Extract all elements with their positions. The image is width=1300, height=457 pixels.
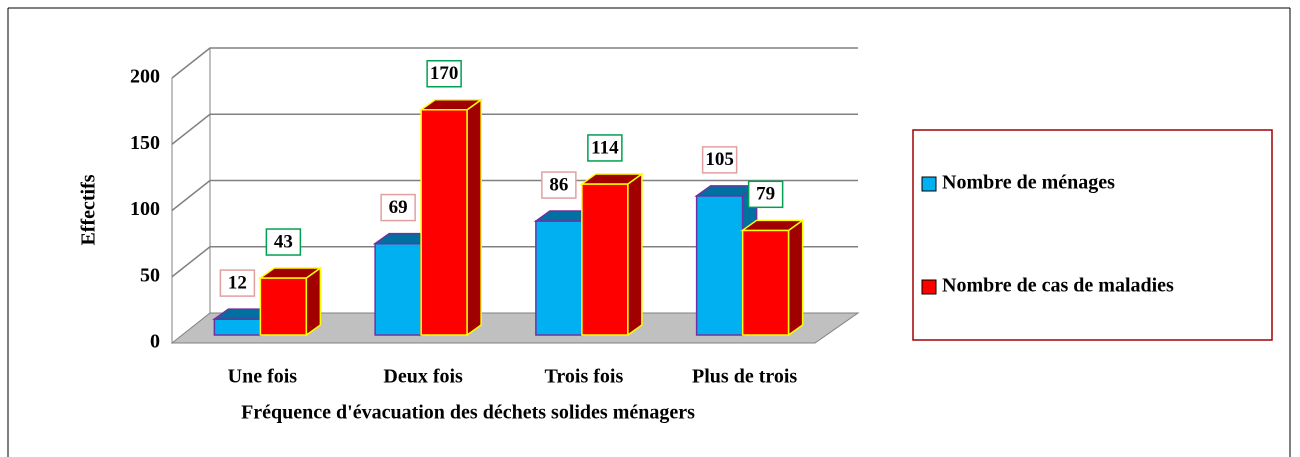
- legend-box: [912, 129, 1273, 341]
- bar-front: [213, 318, 262, 336]
- y-tick-label: 0: [150, 331, 160, 353]
- bar-top: [579, 173, 645, 185]
- grid-line: [171, 113, 858, 145]
- bar-front: [695, 195, 744, 336]
- grid-line: [171, 47, 858, 79]
- data-label-box: [380, 193, 416, 222]
- legend-swatch: [921, 176, 937, 192]
- legend-swatch: [921, 279, 937, 295]
- data-label: 69: [389, 197, 408, 218]
- bar-front: [581, 183, 629, 336]
- bar-top: [258, 267, 323, 279]
- data-label: 170: [430, 63, 459, 84]
- data-label: 12: [228, 272, 247, 293]
- data-label-box: [701, 146, 738, 174]
- data-label-box: [265, 228, 302, 256]
- y-axis-label: Effectifs: [78, 174, 100, 245]
- x-tick-label: Plus de trois: [692, 366, 797, 388]
- bar-front: [374, 242, 422, 336]
- bar: [258, 266, 323, 337]
- bar-front: [535, 220, 583, 336]
- bar-side: [305, 266, 322, 337]
- bar: [740, 218, 805, 337]
- x-axis-label: Fréquence d'évacuation des déchets solid…: [241, 402, 695, 424]
- x-tick-label: Une fois: [228, 366, 298, 388]
- bar-front: [741, 229, 790, 336]
- y-tick-label: 50: [140, 264, 160, 286]
- x-tick-label: Deux fois: [383, 366, 463, 388]
- bar-top: [418, 99, 484, 111]
- bar-front: [420, 109, 468, 336]
- bar-side: [787, 218, 804, 337]
- legend-label: Nombre de cas de maladies: [942, 275, 1174, 297]
- data-label-box: [747, 180, 784, 209]
- bar-top: [740, 219, 805, 232]
- data-label: 86: [549, 174, 568, 195]
- bar-front: [259, 277, 308, 336]
- legend-label: Nombre de ménages: [942, 172, 1115, 194]
- bar-side: [627, 172, 643, 337]
- y-tick-label: 100: [130, 198, 160, 220]
- bar: [579, 172, 645, 337]
- data-label: 114: [591, 137, 619, 158]
- data-label-box: [219, 269, 256, 297]
- bar: [418, 98, 484, 337]
- data-label: 79: [756, 184, 775, 205]
- x-tick-label: Trois fois: [545, 366, 624, 388]
- data-label: 105: [705, 149, 734, 170]
- y-tick-label: 200: [130, 66, 160, 88]
- data-label-box: [426, 60, 462, 88]
- data-label-box: [587, 134, 623, 162]
- y-tick-label: 150: [130, 132, 160, 154]
- data-label: 43: [274, 231, 293, 252]
- bar-side: [466, 98, 482, 337]
- data-label-box: [541, 171, 577, 199]
